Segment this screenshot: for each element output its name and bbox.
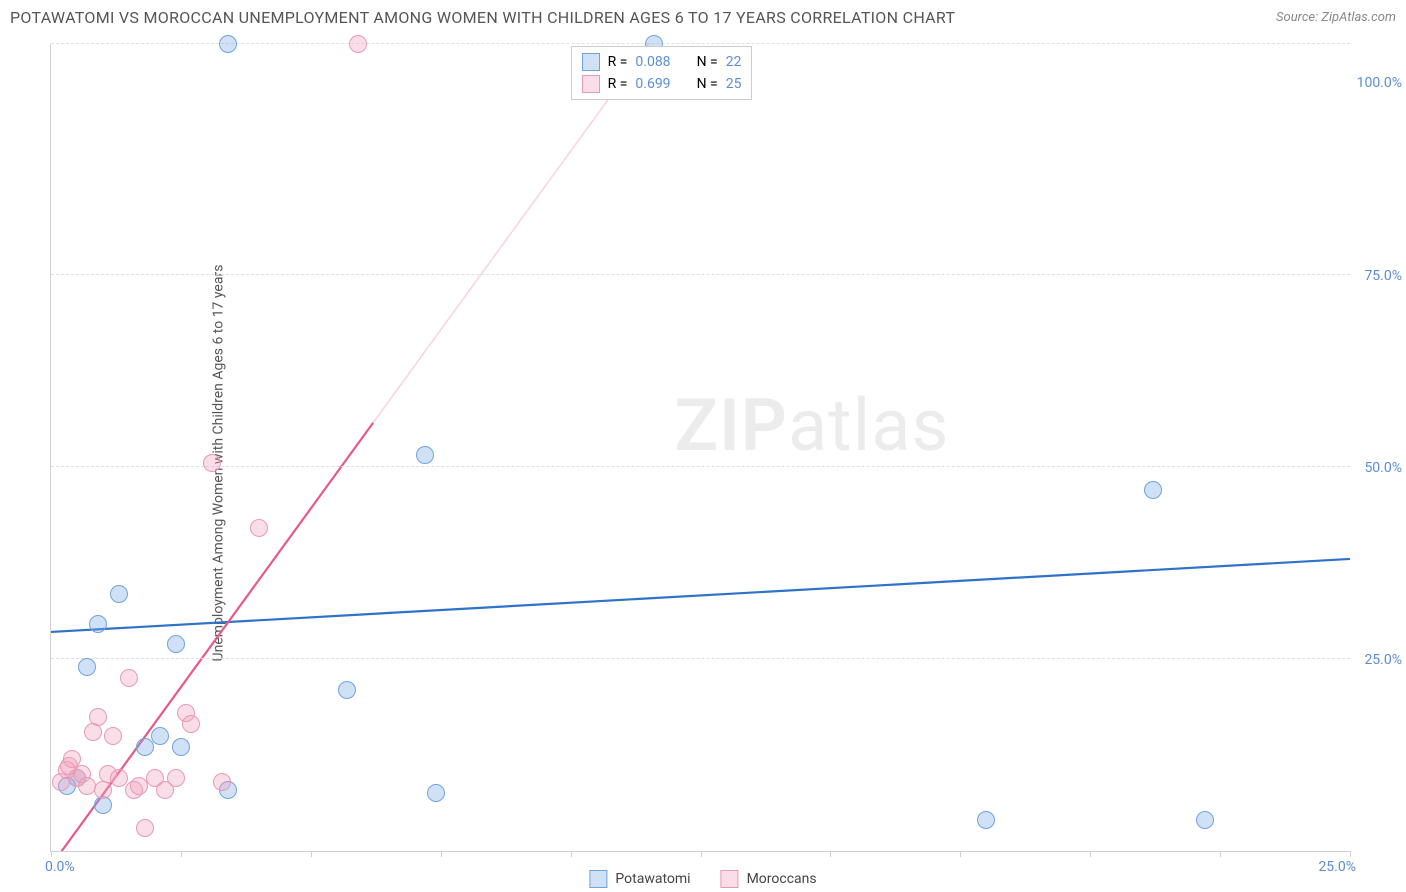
data-point [338, 681, 356, 699]
legend-swatch [589, 870, 607, 888]
r-value: 0.088 [635, 54, 670, 70]
data-point [427, 784, 445, 802]
x-tick-label: 25.0% [1318, 859, 1356, 875]
gridline [51, 658, 1350, 659]
x-tick [51, 851, 52, 857]
data-point [167, 769, 185, 787]
chart-title: POTAWATOMI VS MOROCCAN UNEMPLOYMENT AMON… [10, 8, 955, 27]
data-point [94, 796, 112, 814]
data-point [250, 519, 268, 537]
data-point [349, 35, 367, 53]
legend-swatch [582, 75, 600, 93]
x-tick [830, 851, 831, 857]
data-point [78, 658, 96, 676]
source-label: Source: ZipAtlas.com [1276, 10, 1396, 25]
y-tick-label: 75.0% [1364, 268, 1402, 284]
x-tick [701, 851, 702, 857]
x-tick-label: 0.0% [45, 859, 75, 875]
data-point [182, 715, 200, 733]
data-point [213, 773, 231, 791]
legend-swatch [721, 870, 739, 888]
stats-legend-row: R = 0.699 N = 25 [582, 73, 742, 95]
gridline [51, 43, 1350, 44]
data-point [136, 738, 154, 756]
data-point [977, 811, 995, 829]
stats-legend-row: R = 0.088 N = 22 [582, 51, 742, 73]
r-label: R = [608, 76, 628, 92]
legend-swatch [582, 53, 600, 71]
trend-lines [51, 44, 1350, 851]
gridline [51, 274, 1350, 275]
n-value: 22 [726, 54, 742, 70]
n-label: N = [697, 76, 718, 92]
y-tick-label: 100.0% [1357, 75, 1402, 91]
data-point [94, 781, 112, 799]
stats-legend: R = 0.088 N = 22 R = 0.699 N = 25 [571, 46, 753, 100]
n-label: N = [697, 54, 718, 70]
r-label: R = [608, 54, 628, 70]
data-point [89, 708, 107, 726]
gridline [51, 466, 1350, 467]
n-value: 25 [726, 76, 742, 92]
data-point [172, 738, 190, 756]
plot-area: ZIPatlas 25.0%50.0%75.0%100.0%0.0%25.0%R… [50, 44, 1350, 852]
legend-item: Moroccans [721, 870, 817, 888]
data-point [151, 727, 169, 745]
legend-label: Moroccans [747, 871, 817, 887]
chart-container: Unemployment Among Women with Children A… [0, 34, 1406, 892]
data-point [203, 454, 221, 472]
x-tick [1090, 851, 1091, 857]
data-point [89, 615, 107, 633]
watermark-bold: ZIP [675, 383, 788, 468]
x-tick [571, 851, 572, 857]
r-value: 0.699 [635, 76, 670, 92]
y-tick-label: 50.0% [1364, 460, 1402, 476]
data-point [416, 446, 434, 464]
watermark-light: atlas [788, 383, 950, 468]
data-point [167, 635, 185, 653]
header: POTAWATOMI VS MOROCCAN UNEMPLOYMENT AMON… [0, 0, 1406, 34]
legend-item: Potawatomi [589, 870, 690, 888]
data-point [110, 769, 128, 787]
x-tick [311, 851, 312, 857]
x-tick [960, 851, 961, 857]
x-tick [1350, 851, 1351, 857]
watermark: ZIPatlas [675, 383, 950, 468]
data-point [110, 585, 128, 603]
y-tick-label: 25.0% [1364, 652, 1402, 668]
data-point [136, 819, 154, 837]
data-point [120, 669, 138, 687]
data-point [1144, 481, 1162, 499]
data-point [104, 727, 122, 745]
x-tick [1220, 851, 1221, 857]
data-point [219, 35, 237, 53]
x-tick [441, 851, 442, 857]
data-point [84, 723, 102, 741]
x-tick [181, 851, 182, 857]
legend-bottom: Potawatomi Moroccans [589, 870, 816, 888]
data-point [1196, 811, 1214, 829]
legend-label: Potawatomi [615, 871, 690, 887]
